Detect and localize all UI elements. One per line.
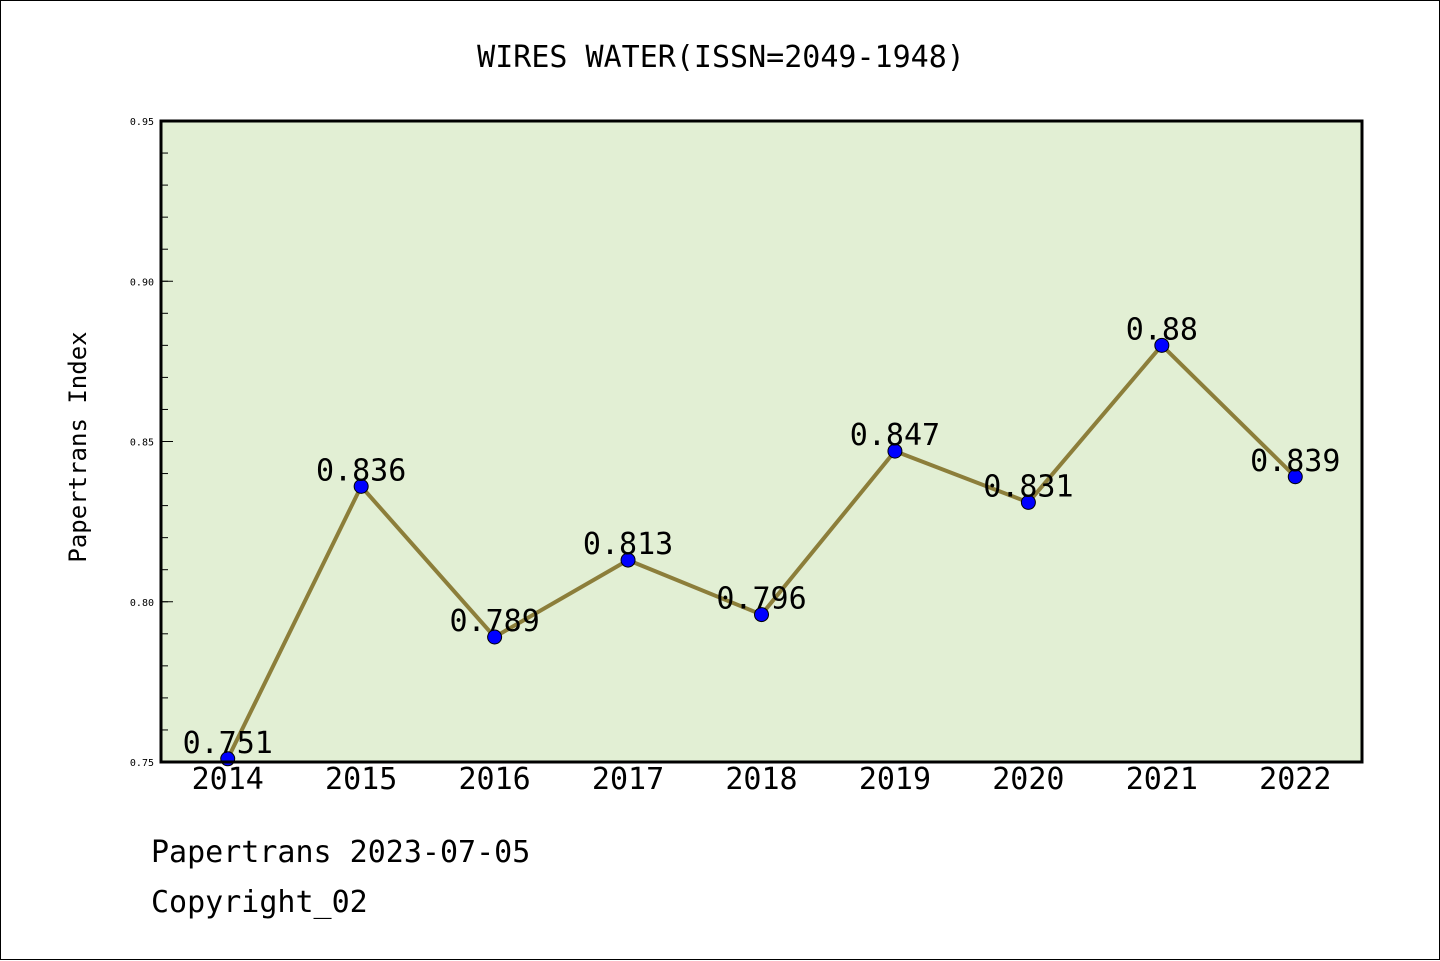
data-label: 0.796 — [716, 582, 806, 617]
x-tick-label: 2016 — [458, 762, 530, 797]
x-tick-label: 2018 — [725, 762, 797, 797]
footer-date-text: Papertrans 2023-07-05 — [151, 835, 531, 870]
y-tick-label: 0.80 — [130, 598, 154, 609]
x-tick-label: 2019 — [859, 762, 931, 797]
plot-frame — [159, 119, 1364, 764]
y-axis-label: Papertrans Index — [64, 331, 92, 562]
y-tick-label: 0.85 — [130, 438, 154, 449]
x-tick-label: 2020 — [992, 762, 1064, 797]
y-tick-label: 0.90 — [130, 277, 154, 288]
data-label: 0.831 — [983, 469, 1073, 504]
footer-copyright-text: Copyright_02 — [151, 885, 368, 920]
data-label: 0.813 — [583, 527, 673, 562]
y-tick-label: 0.95 — [130, 117, 154, 128]
x-tick-label: 2021 — [1126, 762, 1198, 797]
x-tick-label: 2017 — [592, 762, 664, 797]
data-point — [887, 443, 903, 459]
data-label: 0.88 — [1126, 312, 1198, 347]
data-label: 0.789 — [449, 604, 539, 639]
x-tick-label: 2015 — [325, 762, 397, 797]
chart-title: WIRES WATER(ISSN=2049-1948) — [477, 40, 965, 75]
x-tick-label: 2022 — [1259, 762, 1331, 797]
data-point — [1154, 337, 1170, 353]
data-point — [1020, 494, 1036, 510]
data-label: 0.839 — [1250, 444, 1340, 479]
data-label: 0.836 — [316, 453, 406, 488]
y-tick-label: 0.75 — [130, 758, 154, 769]
data-point — [353, 478, 369, 494]
x-tick-label: 2014 — [192, 762, 264, 797]
data-label: 0.751 — [183, 726, 273, 761]
plot-background — [161, 121, 1362, 762]
data-point — [487, 629, 503, 645]
plot-area: 0.75 0.80 0.85 0.90 0.95 2014 2015 2016 2017 2018… — [130, 117, 1364, 797]
data-point — [754, 607, 769, 623]
data-point — [1287, 469, 1303, 485]
data-label: 0.847 — [850, 418, 940, 453]
data-point — [620, 552, 636, 568]
